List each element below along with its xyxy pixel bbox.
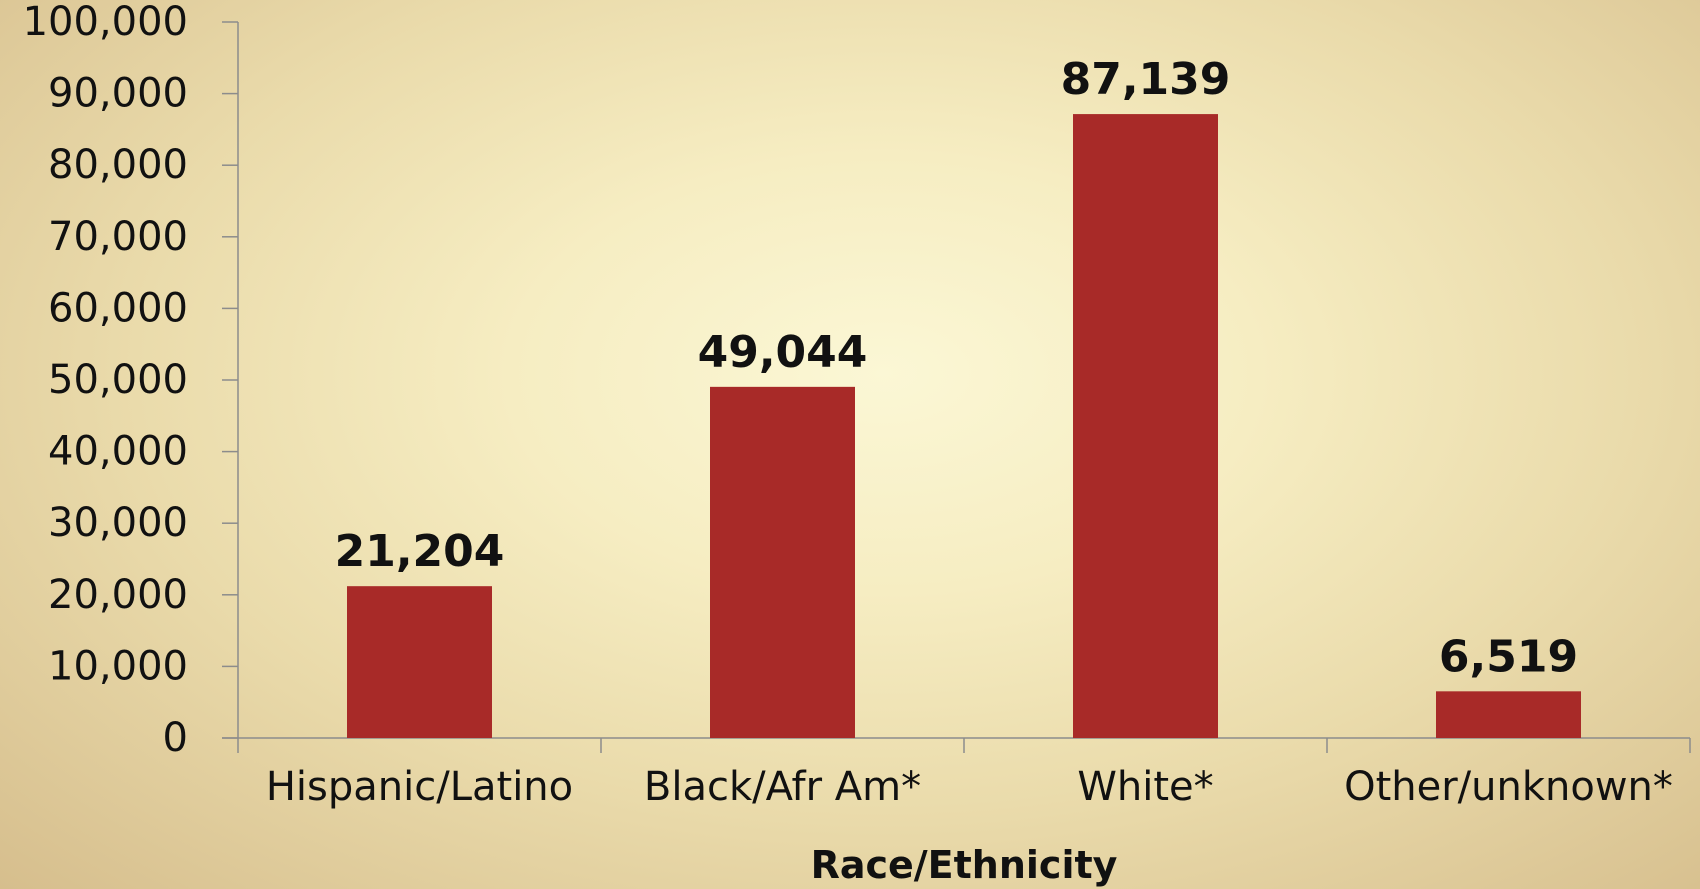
bar-value-label: 21,204 <box>335 526 505 577</box>
bar-value-label: 6,519 <box>1439 631 1578 682</box>
x-tick-label: Hispanic/Latino <box>266 764 573 810</box>
y-tick-label: 10,000 <box>48 643 188 689</box>
y-tick-label: 100,000 <box>23 0 188 45</box>
y-tick-label: 20,000 <box>48 572 188 618</box>
bars <box>347 114 1581 738</box>
x-axis: Hispanic/Latino Black/Afr Am* White* Other/… <box>222 737 1691 810</box>
y-axis: 0 10,000 20,000 30,000 40,000 50,000 60,000 70,… <box>23 0 239 761</box>
bar-value-label: 49,044 <box>698 327 868 378</box>
x-tick-label: Other/unknown* <box>1344 764 1673 810</box>
y-tick-label: 30,000 <box>48 500 188 546</box>
bar <box>347 586 492 738</box>
y-tick-label: 90,000 <box>48 71 188 117</box>
bar <box>1436 691 1581 738</box>
data-labels: 21,204 49,044 87,139 6,519 <box>335 54 1578 682</box>
x-axis-title: Race/Ethnicity <box>811 843 1118 887</box>
bar-value-label: 87,139 <box>1061 54 1231 105</box>
y-tick-label: 40,000 <box>48 429 188 475</box>
y-tick-label: 70,000 <box>48 214 188 260</box>
x-tick-label: Black/Afr Am* <box>644 764 921 810</box>
bar <box>1073 114 1218 738</box>
y-tick-label: 60,000 <box>48 285 188 331</box>
y-tick-label: 80,000 <box>48 142 188 188</box>
y-tick-label: 50,000 <box>48 357 188 403</box>
y-tick-label: 0 <box>163 715 188 761</box>
bar <box>710 386 855 738</box>
x-tick-label: White* <box>1077 764 1213 810</box>
